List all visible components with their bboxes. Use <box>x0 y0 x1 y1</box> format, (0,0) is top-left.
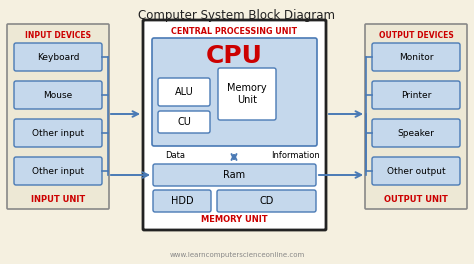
FancyBboxPatch shape <box>372 157 460 185</box>
FancyBboxPatch shape <box>158 78 210 106</box>
Text: www.learncomputerscienceonline.com: www.learncomputerscienceonline.com <box>169 252 305 258</box>
FancyBboxPatch shape <box>218 68 276 120</box>
Text: HDD: HDD <box>171 196 193 206</box>
Text: INPUT DEVICES: INPUT DEVICES <box>25 31 91 40</box>
Text: ALU: ALU <box>174 87 193 97</box>
Text: Ram: Ram <box>223 170 246 180</box>
FancyBboxPatch shape <box>217 190 316 212</box>
FancyBboxPatch shape <box>152 38 317 146</box>
FancyBboxPatch shape <box>153 164 316 186</box>
FancyBboxPatch shape <box>158 111 210 133</box>
FancyBboxPatch shape <box>14 81 102 109</box>
Text: Information: Information <box>272 152 320 161</box>
Text: CU: CU <box>177 117 191 127</box>
FancyBboxPatch shape <box>14 43 102 71</box>
Text: Mouse: Mouse <box>44 91 73 100</box>
FancyBboxPatch shape <box>14 157 102 185</box>
Text: CPU: CPU <box>206 44 263 68</box>
Text: Printer: Printer <box>401 91 431 100</box>
FancyBboxPatch shape <box>143 20 326 230</box>
Text: Data: Data <box>165 152 185 161</box>
Text: Memory
Unit: Memory Unit <box>227 83 267 105</box>
Text: Other input: Other input <box>32 167 84 176</box>
Text: INPUT UNIT: INPUT UNIT <box>31 195 85 204</box>
Text: Monitor: Monitor <box>399 53 433 62</box>
FancyBboxPatch shape <box>153 190 211 212</box>
Text: Computer System Block Diagram: Computer System Block Diagram <box>138 9 336 22</box>
FancyBboxPatch shape <box>14 119 102 147</box>
Text: OUTPUT UNIT: OUTPUT UNIT <box>384 195 448 204</box>
FancyBboxPatch shape <box>365 24 467 209</box>
Text: Other output: Other output <box>387 167 445 176</box>
Text: MEMORY UNIT: MEMORY UNIT <box>201 214 268 224</box>
FancyBboxPatch shape <box>372 43 460 71</box>
Text: Speaker: Speaker <box>398 129 435 138</box>
FancyBboxPatch shape <box>372 81 460 109</box>
FancyBboxPatch shape <box>372 119 460 147</box>
Text: Keyboard: Keyboard <box>37 53 79 62</box>
FancyBboxPatch shape <box>7 24 109 209</box>
Text: OUTPUT DEVICES: OUTPUT DEVICES <box>379 31 453 40</box>
Text: Other input: Other input <box>32 129 84 138</box>
Text: CD: CD <box>259 196 273 206</box>
Text: CENTRAL PROCESSING UNIT: CENTRAL PROCESSING UNIT <box>172 27 298 36</box>
